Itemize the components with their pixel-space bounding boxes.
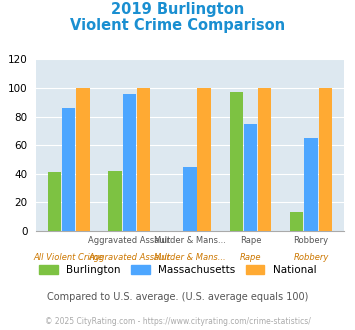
- Text: Robbery: Robbery: [293, 253, 329, 262]
- Bar: [109, 171, 122, 231]
- Bar: [76, 88, 90, 231]
- Bar: [197, 88, 211, 231]
- Text: 2019 Burlington: 2019 Burlington: [111, 2, 244, 16]
- Bar: [137, 88, 150, 231]
- Text: Rape: Rape: [240, 236, 261, 245]
- Text: Violent Crime Comparison: Violent Crime Comparison: [70, 18, 285, 33]
- Bar: [48, 172, 61, 231]
- Text: Compared to U.S. average. (U.S. average equals 100): Compared to U.S. average. (U.S. average …: [47, 292, 308, 302]
- Text: All Violent Crime: All Violent Crime: [34, 253, 104, 262]
- Text: Rape: Rape: [240, 253, 261, 262]
- Bar: [304, 138, 318, 231]
- Text: Aggravated Assault: Aggravated Assault: [88, 236, 170, 245]
- Bar: [290, 213, 304, 231]
- Legend: Burlington, Massachusetts, National: Burlington, Massachusetts, National: [34, 261, 321, 280]
- Text: Murder & Mans...: Murder & Mans...: [154, 253, 226, 262]
- Text: Aggravated Assault: Aggravated Assault: [88, 253, 170, 262]
- Bar: [244, 124, 257, 231]
- Bar: [183, 167, 197, 231]
- Bar: [230, 92, 243, 231]
- Text: © 2025 CityRating.com - https://www.cityrating.com/crime-statistics/: © 2025 CityRating.com - https://www.city…: [45, 317, 310, 326]
- Text: Murder & Mans...: Murder & Mans...: [154, 236, 226, 245]
- Bar: [62, 108, 76, 231]
- Bar: [258, 88, 271, 231]
- Text: Robbery: Robbery: [294, 236, 329, 245]
- Bar: [319, 88, 332, 231]
- Bar: [123, 94, 136, 231]
